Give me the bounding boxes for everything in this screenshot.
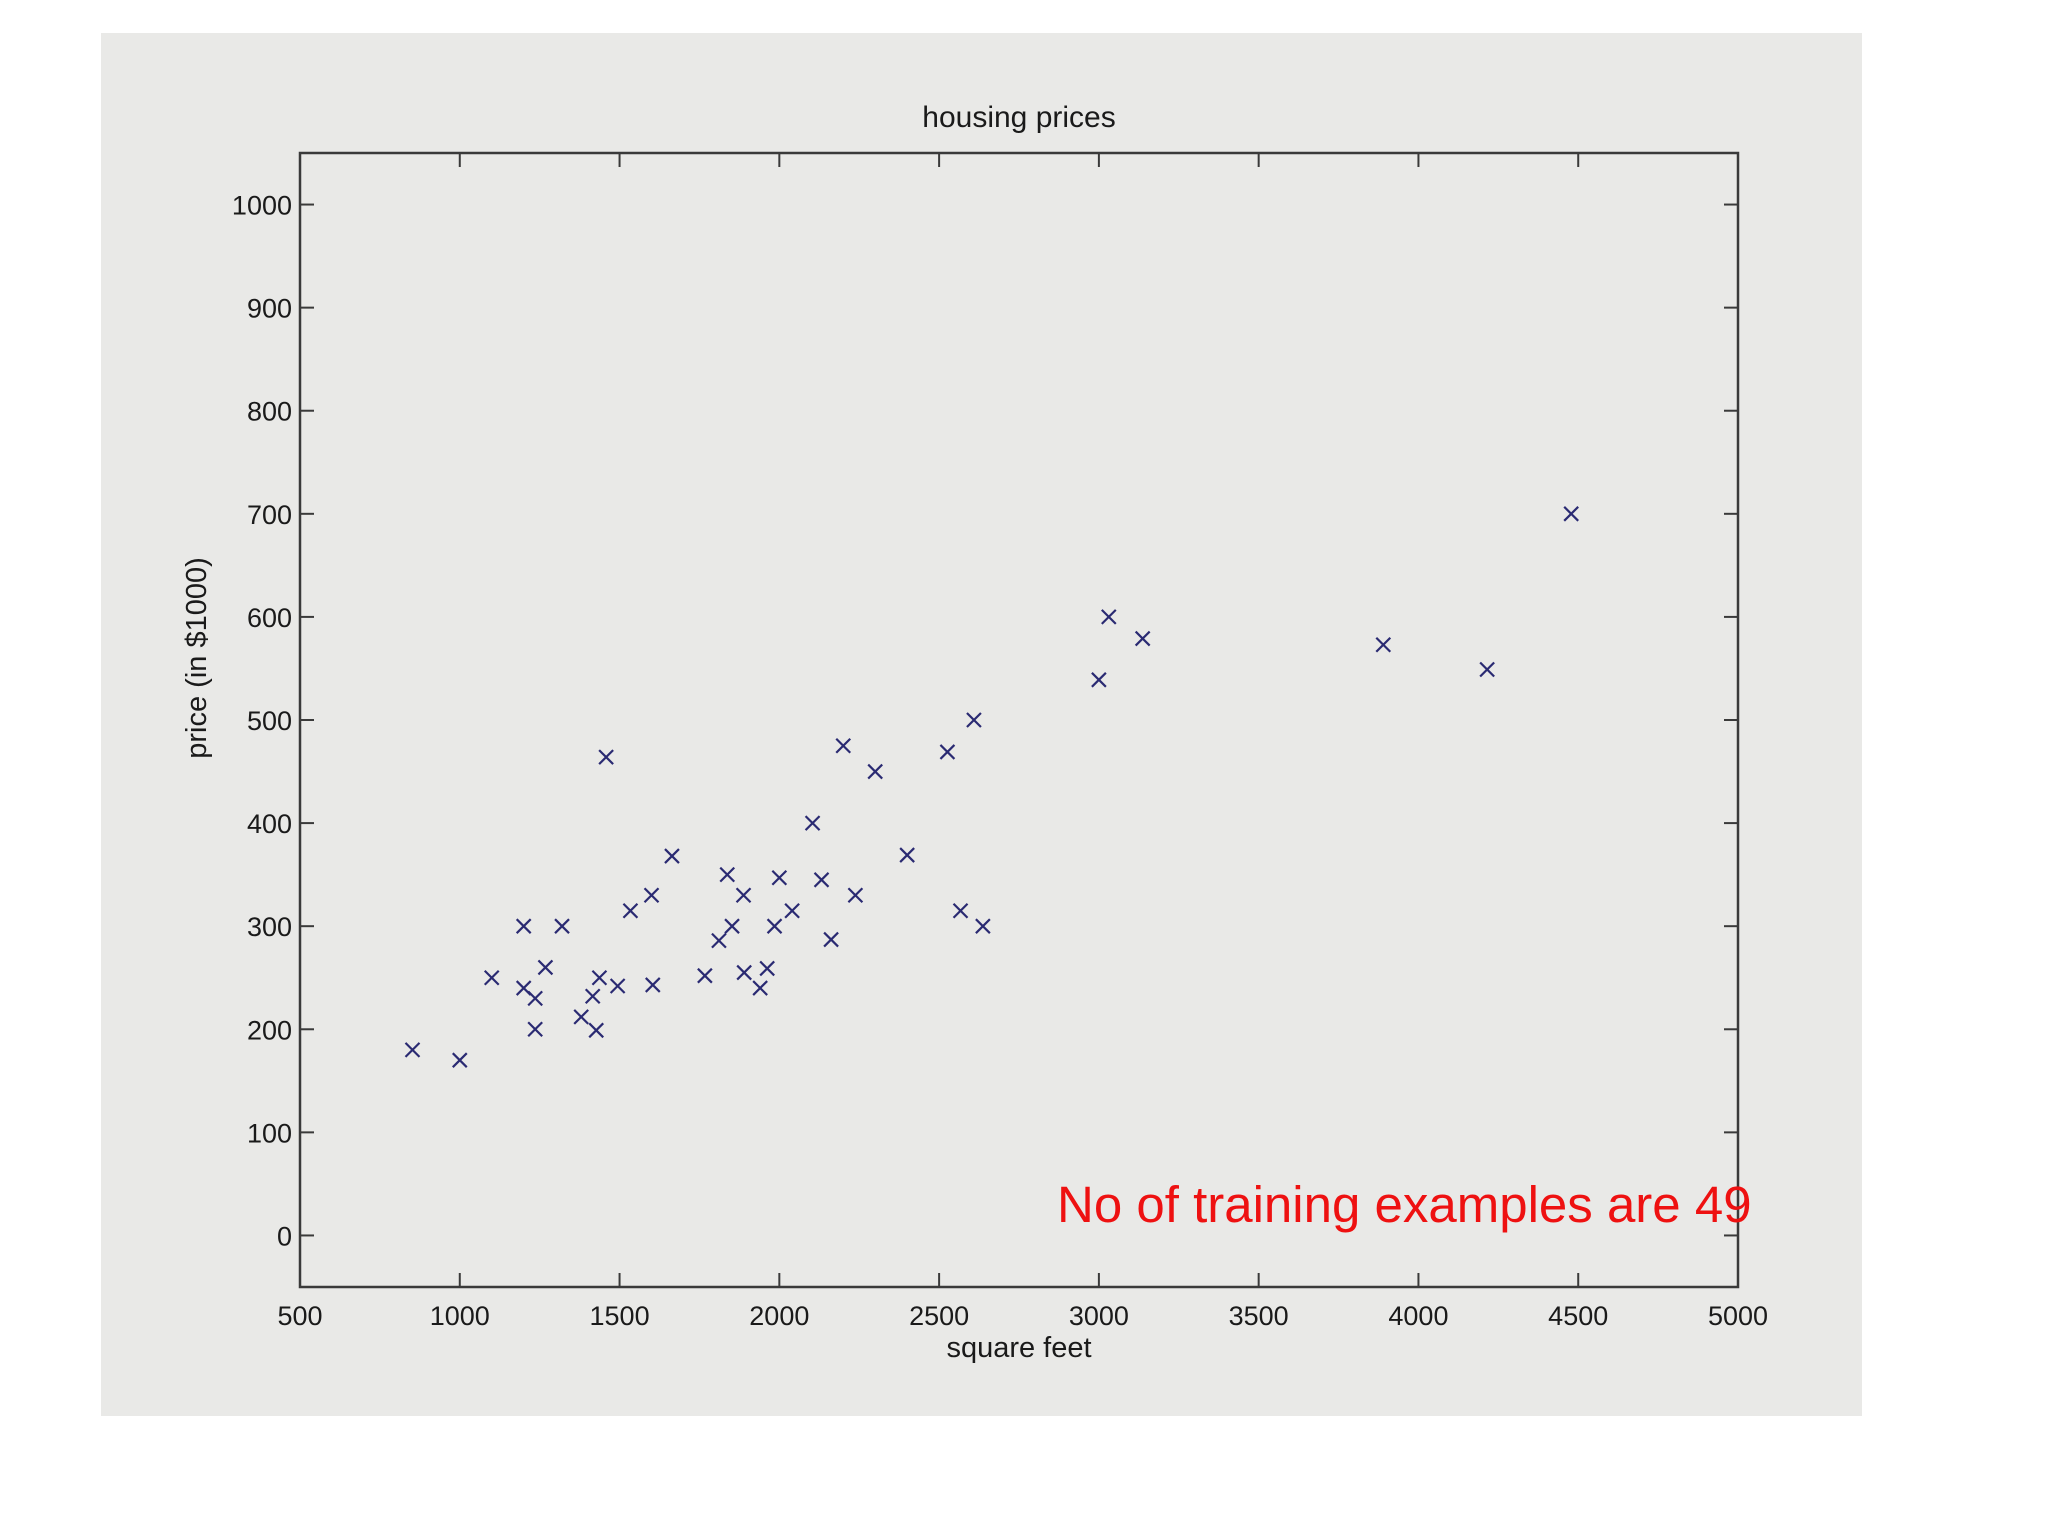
data-point xyxy=(588,1022,605,1039)
data-point xyxy=(719,866,736,883)
data-point xyxy=(952,902,969,919)
data-point xyxy=(784,902,800,919)
y-tick-label: 300 xyxy=(247,912,292,942)
data-point xyxy=(735,887,752,904)
x-tick-label: 1000 xyxy=(430,1301,490,1331)
y-tick-label: 900 xyxy=(247,294,292,324)
data-point xyxy=(804,815,821,831)
y-tick-label: 1000 xyxy=(232,191,292,221)
data-point xyxy=(515,918,532,934)
y-tick-label: 800 xyxy=(247,397,292,427)
data-point xyxy=(847,887,864,904)
data-point xyxy=(527,990,543,1007)
x-tick-label: 2000 xyxy=(749,1301,809,1331)
data-point xyxy=(622,902,639,919)
data-point xyxy=(899,847,915,863)
data-point xyxy=(483,969,500,986)
training-count-annotation: No of training examples are 49 xyxy=(1057,1176,1752,1233)
y-tick-label: 600 xyxy=(247,603,292,633)
data-point xyxy=(1101,609,1117,625)
data-point xyxy=(537,959,554,976)
x-tick-label: 5000 xyxy=(1708,1301,1768,1331)
data-point xyxy=(591,969,608,986)
data-point xyxy=(766,918,783,934)
data-point xyxy=(823,931,839,948)
y-tick-label: 500 xyxy=(247,706,292,736)
data-point xyxy=(664,848,680,864)
y-tick-label: 400 xyxy=(247,809,292,839)
y-tick-label: 200 xyxy=(247,1015,292,1045)
y-tick-label: 100 xyxy=(247,1118,292,1148)
figure-panel: housing prices square feet price (in $10… xyxy=(101,33,1862,1416)
data-point xyxy=(1091,672,1107,688)
data-point xyxy=(939,744,956,760)
housing-prices-chart: housing prices square feet price (in $10… xyxy=(181,101,1768,1364)
data-point xyxy=(867,763,883,780)
data-point xyxy=(711,932,727,949)
data-point xyxy=(736,964,752,981)
data-point xyxy=(966,712,982,728)
x-tick-label: 4000 xyxy=(1388,1301,1448,1331)
data-point xyxy=(759,960,775,977)
data-point xyxy=(813,872,830,888)
data-point xyxy=(404,1042,421,1058)
x-tick-label: 3500 xyxy=(1229,1301,1289,1331)
data-point xyxy=(527,1021,543,1038)
plot-area xyxy=(298,151,1740,1289)
data-point xyxy=(697,967,713,984)
data-point xyxy=(451,1052,468,1068)
y-tick-label: 0 xyxy=(277,1221,292,1251)
y-axis-label: price (in $1000) xyxy=(181,557,213,759)
data-point xyxy=(1134,630,1151,647)
chart-title: housing prices xyxy=(922,101,1115,134)
data-point xyxy=(598,749,614,765)
x-tick-label: 3000 xyxy=(1069,1301,1129,1331)
data-point xyxy=(1375,636,1392,653)
data-point xyxy=(835,737,852,754)
y-tick-label: 700 xyxy=(247,500,292,530)
data-point xyxy=(724,918,740,934)
data-point xyxy=(1479,661,1495,678)
data-point xyxy=(645,977,661,993)
data-point xyxy=(643,887,660,904)
data-point xyxy=(975,918,991,934)
data-point xyxy=(609,978,626,994)
x-tick-label: 4500 xyxy=(1548,1301,1608,1331)
x-axis-label: square feet xyxy=(946,1332,1091,1364)
x-tick-label: 2500 xyxy=(909,1301,969,1331)
data-point xyxy=(584,988,601,1005)
data-point xyxy=(752,980,768,996)
x-tick-label: 500 xyxy=(277,1301,322,1331)
data-point xyxy=(554,918,570,934)
x-tick-label: 1500 xyxy=(590,1301,650,1331)
data-point xyxy=(573,1009,589,1025)
data-point xyxy=(771,869,788,886)
data-point xyxy=(1563,506,1579,522)
